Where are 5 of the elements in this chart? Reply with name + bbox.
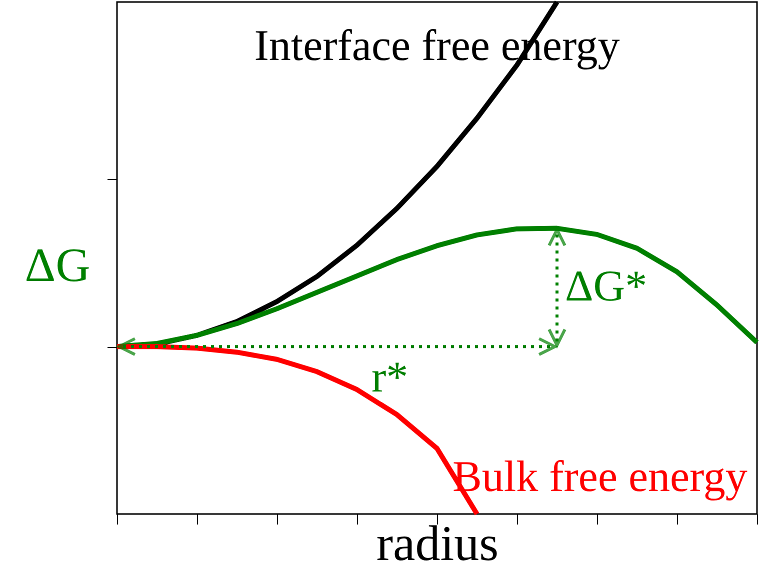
annotation: Bulk free energy: [452, 452, 748, 502]
annotation: ΔG*: [565, 261, 648, 310]
y-axis-title: ΔG: [24, 239, 90, 292]
x-axis-title: radius: [376, 515, 499, 571]
annotation: r*: [371, 352, 408, 402]
